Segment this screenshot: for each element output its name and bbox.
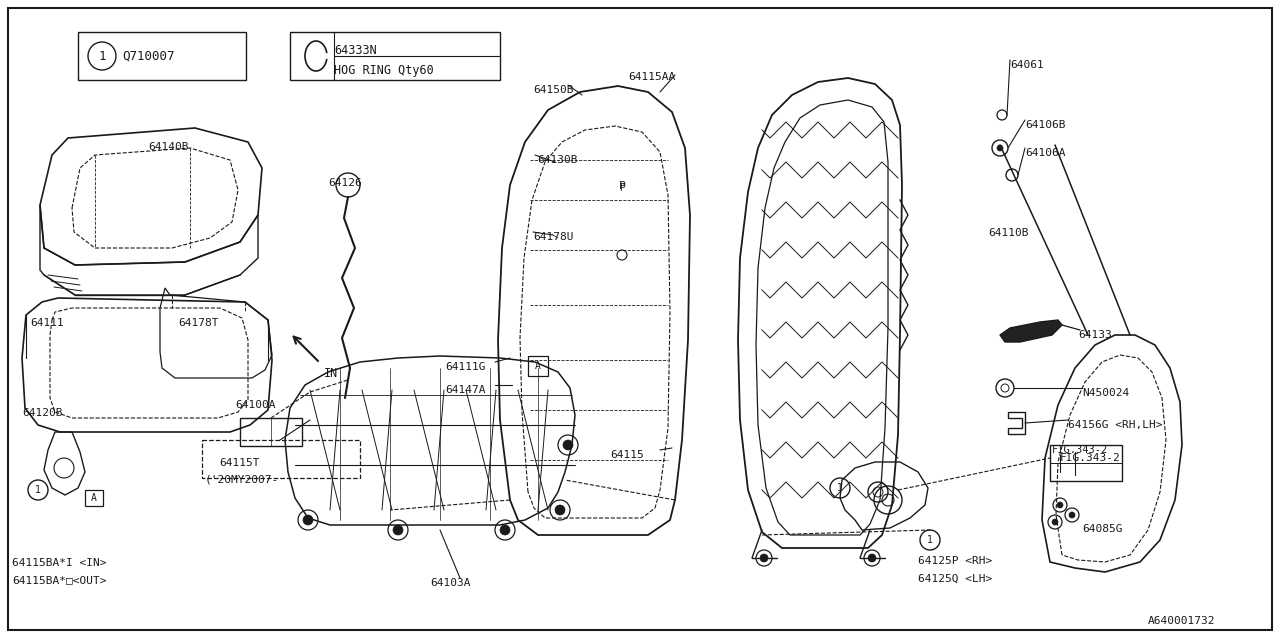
Text: IN: IN bbox=[324, 367, 338, 380]
Text: 64125P <RH>: 64125P <RH> bbox=[918, 556, 992, 566]
Text: 64120B: 64120B bbox=[22, 408, 63, 418]
Text: 1: 1 bbox=[35, 485, 41, 495]
Text: 64178U: 64178U bbox=[532, 232, 573, 242]
Text: P: P bbox=[618, 181, 626, 191]
Circle shape bbox=[500, 525, 509, 535]
Text: 64140B: 64140B bbox=[148, 142, 188, 152]
Circle shape bbox=[997, 145, 1004, 151]
Text: 64111G: 64111G bbox=[445, 362, 485, 372]
Bar bbox=[241, 418, 302, 446]
Circle shape bbox=[563, 440, 573, 450]
Text: ('20MY2007-: ('20MY2007- bbox=[205, 474, 279, 484]
Circle shape bbox=[760, 554, 768, 562]
Circle shape bbox=[303, 515, 314, 525]
Text: HOG RING Qty60: HOG RING Qty60 bbox=[334, 64, 434, 77]
Text: 64115BA*I <IN>: 64115BA*I <IN> bbox=[12, 558, 106, 568]
Text: A: A bbox=[535, 361, 541, 371]
Text: 64100A: 64100A bbox=[236, 400, 275, 410]
Text: 64115: 64115 bbox=[611, 450, 644, 460]
Text: 64115T: 64115T bbox=[219, 458, 260, 468]
Text: 64125Q <LH>: 64125Q <LH> bbox=[918, 574, 992, 584]
Text: A: A bbox=[91, 493, 97, 503]
Bar bbox=[529, 356, 548, 376]
Circle shape bbox=[556, 505, 564, 515]
Text: 64106B: 64106B bbox=[1025, 120, 1065, 130]
Bar bbox=[84, 490, 102, 506]
Bar bbox=[1050, 445, 1123, 481]
Text: 64111: 64111 bbox=[29, 318, 64, 328]
Circle shape bbox=[868, 554, 876, 562]
Bar bbox=[202, 440, 360, 478]
Text: 64103A: 64103A bbox=[430, 578, 471, 588]
Text: 64133: 64133 bbox=[1078, 330, 1112, 340]
Bar bbox=[291, 32, 500, 80]
Text: FIG.343-2: FIG.343-2 bbox=[1060, 453, 1121, 463]
Text: 64106A: 64106A bbox=[1025, 148, 1065, 158]
Polygon shape bbox=[1000, 320, 1062, 342]
Text: 64110B: 64110B bbox=[988, 228, 1029, 238]
Text: FIG.343-2: FIG.343-2 bbox=[1052, 445, 1108, 455]
Text: 64126: 64126 bbox=[328, 178, 362, 188]
Text: 64085G: 64085G bbox=[1082, 524, 1123, 534]
Text: Q710007: Q710007 bbox=[122, 49, 174, 63]
Text: 64156G <RH,LH>: 64156G <RH,LH> bbox=[1068, 420, 1162, 430]
Circle shape bbox=[1069, 512, 1075, 518]
Text: 64178T: 64178T bbox=[178, 318, 219, 328]
Text: N450024: N450024 bbox=[1082, 388, 1129, 398]
Text: A640001732: A640001732 bbox=[1148, 616, 1216, 626]
Text: 64115AA: 64115AA bbox=[628, 72, 676, 82]
Circle shape bbox=[393, 525, 403, 535]
Bar bbox=[78, 32, 246, 80]
Text: 1: 1 bbox=[927, 535, 933, 545]
Text: 1: 1 bbox=[99, 49, 106, 63]
Text: 64147A: 64147A bbox=[445, 385, 485, 395]
Circle shape bbox=[1057, 502, 1062, 508]
Circle shape bbox=[1052, 519, 1059, 525]
Text: 1: 1 bbox=[837, 483, 844, 493]
Text: 64130B: 64130B bbox=[538, 155, 577, 165]
Text: 64150B: 64150B bbox=[532, 85, 573, 95]
Text: 64115BA*□<OUT>: 64115BA*□<OUT> bbox=[12, 575, 106, 585]
Text: 64061: 64061 bbox=[1010, 60, 1043, 70]
Text: 64333N: 64333N bbox=[334, 44, 376, 57]
Text: P: P bbox=[620, 183, 625, 193]
